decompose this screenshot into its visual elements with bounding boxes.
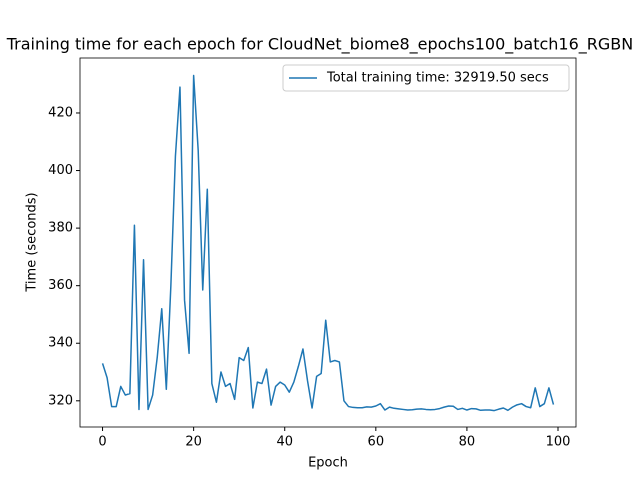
y-tick-label: 340: [48, 336, 73, 351]
y-axis-label: Time (seconds): [25, 192, 40, 292]
legend-label: Total training time: 32919.50 secs: [326, 71, 549, 86]
y-tick-label: 400: [48, 163, 73, 178]
x-axis-label: Epoch: [308, 456, 348, 471]
data-line: [101, 74, 555, 412]
plot-frame: [79, 57, 577, 428]
legend-box: [282, 64, 570, 92]
x-tick-label: 40: [276, 435, 293, 450]
x-tick-label: 0: [98, 435, 106, 450]
x-tick-label: 60: [368, 435, 385, 450]
chart-title: Training time for each epoch for CloudNe…: [6, 35, 634, 55]
x-tick-label: 20: [185, 435, 202, 450]
x-tick-label: 80: [459, 435, 476, 450]
y-tick-label: 320: [48, 393, 73, 408]
y-tick-label: 420: [48, 105, 73, 120]
x-tick-label: 100: [546, 435, 571, 450]
y-tick-label: 380: [48, 221, 73, 236]
y-tick-label: 360: [48, 278, 73, 293]
